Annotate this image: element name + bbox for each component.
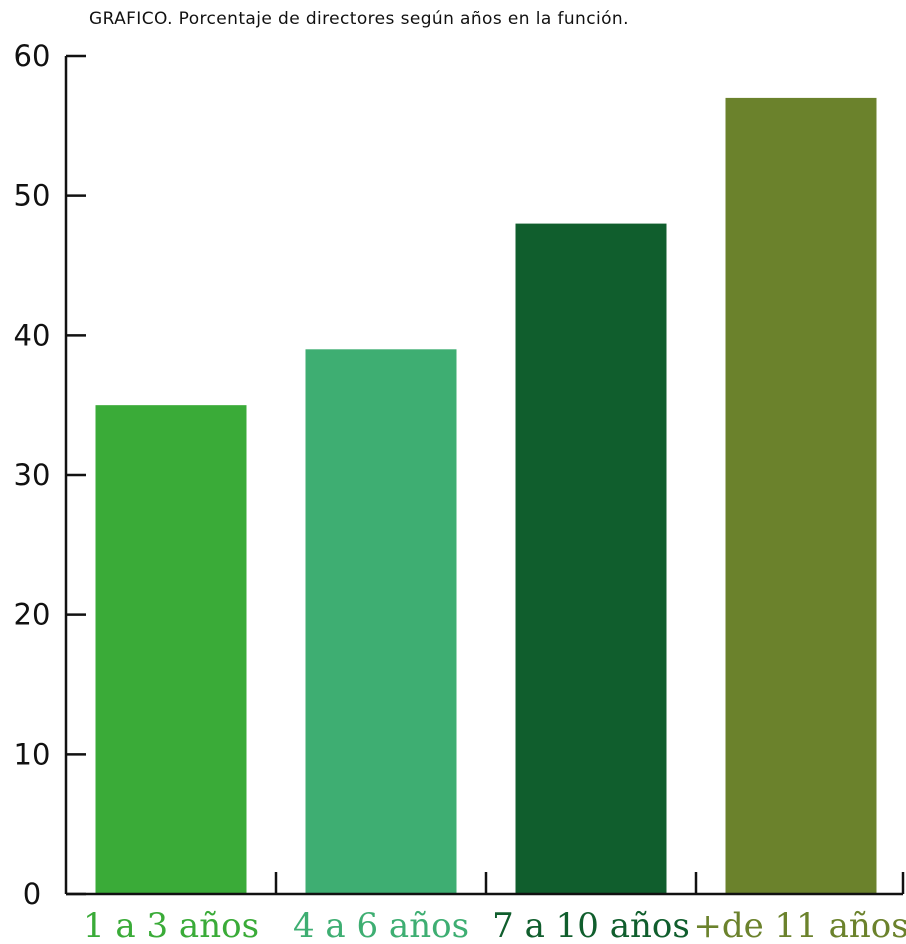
x-axis-ticks bbox=[274, 872, 905, 894]
bar bbox=[515, 223, 667, 895]
y-tick-label: 10 bbox=[14, 737, 51, 771]
x-category-label: +de 11 años bbox=[693, 906, 906, 944]
x-category-label: 7 a 10 años bbox=[492, 906, 690, 944]
bar bbox=[305, 349, 457, 894]
chart-title: GRAFICO. Porcentaje de directores según … bbox=[89, 9, 629, 29]
y-tick-label: 30 bbox=[14, 458, 51, 492]
y-axis-ticks: 0 10 20 30 40 50 60 bbox=[14, 39, 86, 911]
bar bbox=[95, 405, 247, 894]
x-category-label: 1 a 3 años bbox=[83, 906, 259, 944]
y-tick-label: 60 bbox=[14, 39, 51, 73]
y-tick-label: 20 bbox=[14, 598, 51, 632]
bar bbox=[725, 97, 877, 894]
x-category-label: 4 a 6 años bbox=[293, 906, 469, 944]
x-axis-labels: 1 a 3 años 4 a 6 años 7 a 10 años +de 11 añ… bbox=[83, 906, 906, 944]
y-tick-label: 0 bbox=[23, 877, 41, 911]
y-tick-label: 50 bbox=[14, 179, 51, 213]
bar-group bbox=[95, 97, 877, 895]
y-tick-label: 40 bbox=[14, 318, 51, 352]
axes bbox=[64, 56, 903, 896]
